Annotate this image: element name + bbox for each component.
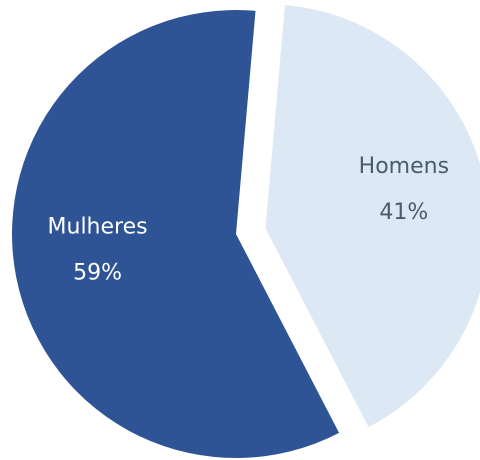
slice-value: 59% xyxy=(73,260,122,285)
pie-slice xyxy=(265,5,480,428)
slice-label: Mulheres xyxy=(48,214,148,239)
pie-slice xyxy=(12,9,340,459)
slice-value: 41% xyxy=(379,200,428,225)
slice-label: Homens xyxy=(359,154,449,179)
